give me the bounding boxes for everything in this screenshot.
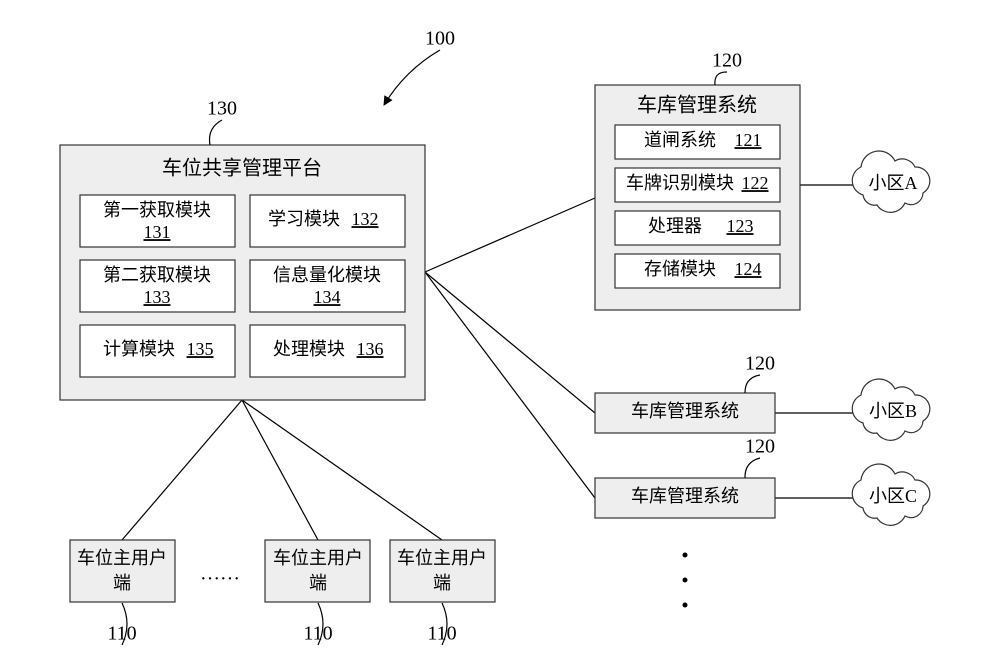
svg-text:136: 136 [357,339,384,359]
svg-text:道闸系统: 道闸系统 [644,130,716,150]
platform-title: 车位共享管理平台 [162,157,322,180]
conn-platform-garage3 [425,272,595,498]
callout-130: 130 [207,98,237,145]
module-133: 第二获取模块 133 [80,260,235,312]
client-3: 车位主用户 端 [390,540,495,602]
svg-text:120: 120 [745,436,775,458]
arrow-icon [384,50,440,105]
svg-text:处理器: 处理器 [648,216,702,236]
svg-text:100: 100 [425,28,455,50]
garage-main-title: 车库管理系统 [637,94,757,117]
svg-text:130: 130 [207,98,237,120]
svg-text:车牌识别模块: 车牌识别模块 [626,173,734,193]
svg-text:小区C: 小区C [869,486,917,506]
svg-text:124: 124 [735,259,762,279]
svg-text:存储模块: 存储模块 [644,259,716,279]
module-136: 处理模块 136 [250,325,405,377]
svg-text:小区A: 小区A [869,173,918,193]
svg-text:123: 123 [727,216,754,236]
svg-text:120: 120 [712,50,742,72]
svg-text:110: 110 [427,623,456,645]
conn-platform-garage1 [425,198,595,272]
cloud-a: 小区A [852,151,930,212]
svg-text:学习模块: 学习模块 [268,209,340,229]
callout-100: 100 [384,28,455,105]
client-2: 车位主用户 端 [265,540,370,602]
callout-110c: 110 [427,603,456,645]
garage-simple-3: 车库管理系统 [595,478,775,518]
svg-text:端: 端 [113,573,131,593]
svg-text:110: 110 [303,623,332,645]
garage-simple-2: 车库管理系统 [595,393,775,433]
platform-container: 车位共享管理平台 第一获取模块 131 学习模块 132 第二获取模块 133 … [60,145,425,400]
cloud-c: 小区C [852,464,930,525]
garage-main-container: 车库管理系统 道闸系统 121 车牌识别模块 122 处理器 123 存储模块 … [595,85,800,310]
callout-110b: 110 [303,603,332,645]
svg-text:端: 端 [433,573,451,593]
module-134: 信息量化模块 134 [250,260,405,312]
svg-text:131: 131 [144,222,171,242]
svg-text:134: 134 [314,287,341,307]
module-132: 学习模块 132 [250,195,405,247]
svg-text:处理模块: 处理模块 [273,339,345,359]
svg-text:计算模块: 计算模块 [103,339,175,359]
svg-text:信息量化模块: 信息量化模块 [273,265,381,285]
callout-120c: 120 [745,436,775,478]
garage-module-121: 道闸系统 121 [615,125,780,159]
svg-text:122: 122 [742,173,769,193]
svg-text:135: 135 [187,339,214,359]
callout-120b: 120 [745,353,775,393]
svg-text:132: 132 [352,209,379,229]
client-1: 车位主用户 端 [70,540,175,602]
conn-platform-client3 [242,400,442,540]
module-131: 第一获取模块 131 [80,195,235,247]
clients-ellipsis-icon: …… [200,563,240,585]
svg-text:车位主用户: 车位主用户 [397,548,487,568]
svg-text:端: 端 [309,573,327,593]
svg-text:车位主用户: 车位主用户 [273,548,363,568]
conn-platform-client2 [242,400,318,540]
svg-text:第一获取模块: 第一获取模块 [103,200,211,220]
svg-text:小区B: 小区B [869,401,917,421]
svg-text:车库管理系统: 车库管理系统 [631,401,739,421]
svg-text:120: 120 [745,353,775,375]
module-135: 计算模块 135 [80,325,235,377]
cloud-b: 小区B [852,379,930,440]
svg-text:车位主用户: 车位主用户 [77,548,167,568]
svg-text:车库管理系统: 车库管理系统 [631,486,739,506]
garage-module-123: 处理器 123 [615,211,780,245]
conn-platform-garage2 [425,272,595,413]
callout-120a: 120 [712,50,742,85]
svg-text:121: 121 [735,130,762,150]
garage-module-124: 存储模块 124 [615,254,780,288]
garage-module-122: 车牌识别模块 122 [615,168,780,202]
svg-text:110: 110 [107,623,136,645]
conn-platform-client1 [122,400,242,540]
svg-text:133: 133 [144,287,171,307]
svg-text:第二获取模块: 第二获取模块 [103,265,211,285]
garage-vertical-ellipsis-icon [683,553,688,608]
callout-110a: 110 [107,603,136,645]
